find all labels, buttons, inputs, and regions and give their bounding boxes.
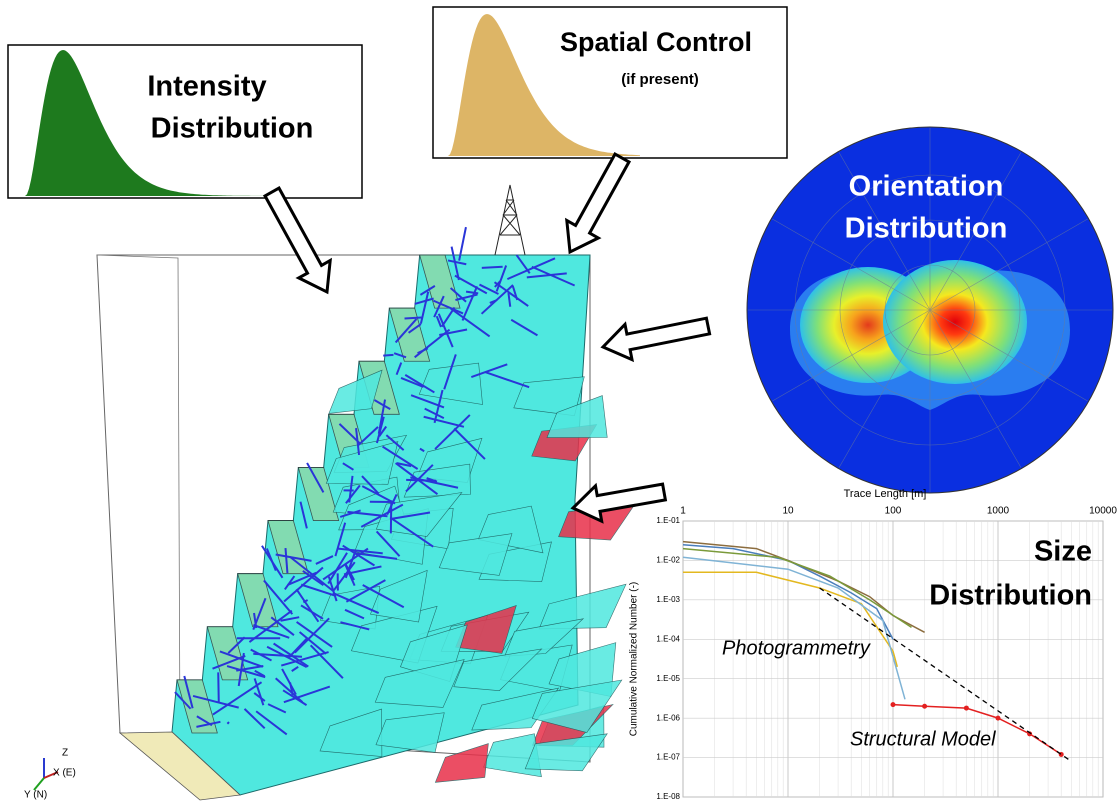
derrick-leg	[495, 185, 525, 255]
y-tick-label: 1.E-05	[656, 674, 680, 683]
y-tick-label: 1.E-03	[656, 595, 680, 604]
orientation-title: Distribution	[845, 213, 1008, 245]
y-tick-label: 1.E-08	[656, 792, 680, 801]
fracture-plane	[435, 744, 488, 783]
series-point	[996, 716, 1001, 721]
fracture-model	[97, 185, 635, 800]
arrow	[265, 188, 330, 292]
fracture-trace	[482, 267, 503, 268]
y-tick-label: 1.E-06	[656, 713, 680, 722]
fracture-trace	[218, 672, 219, 701]
contour	[883, 260, 1027, 384]
derrick	[495, 185, 525, 255]
series-point	[964, 706, 969, 711]
x-tick-label: 10	[782, 506, 794, 517]
annotation: Photogrammetry	[722, 637, 871, 659]
model-box	[97, 255, 180, 745]
intensity-title: Distribution	[151, 113, 314, 145]
y-tick-label: 1.E-02	[656, 556, 680, 565]
series-point	[922, 704, 927, 709]
y-tick-label: 1.E-04	[656, 634, 680, 643]
triad-axis	[34, 778, 44, 790]
figure: Intensity Distribution Spatial Control (…	[0, 0, 1120, 807]
x-tick-label: 10000	[1089, 506, 1117, 517]
spatial-subtitle: (if present)	[621, 71, 699, 88]
x-tick-label: 100	[885, 506, 902, 517]
fracture-trace	[227, 722, 229, 724]
triad-label: Y (N)	[24, 790, 47, 801]
orientation-title: Orientation	[849, 171, 1004, 203]
triad-label: X (E)	[53, 768, 76, 779]
arrow	[603, 318, 710, 359]
axis-triad: Z X (E) Y (N)	[24, 748, 76, 801]
x-axis-label: Trace Length [m]	[844, 488, 927, 500]
size-title: Distribution	[929, 580, 1092, 612]
y-axis-label: Cumulative Normalized Number (-)	[629, 582, 640, 736]
x-tick-label: 1000	[987, 506, 1010, 517]
arrow	[567, 154, 629, 252]
intensity-title: Intensity	[147, 71, 266, 103]
x-tick-label: 1	[680, 506, 686, 517]
fracture-trace	[383, 355, 393, 356]
spatial-title: Spatial Control	[560, 27, 752, 57]
y-tick-label: 1.E-07	[656, 753, 680, 762]
size-title: Size	[1034, 536, 1092, 568]
annotation: Structural Model	[850, 728, 996, 750]
y-tick-label: 1.E-01	[656, 516, 680, 525]
series-point	[891, 702, 896, 707]
triad-label: Z	[62, 748, 68, 759]
fracture-trace	[405, 317, 422, 318]
